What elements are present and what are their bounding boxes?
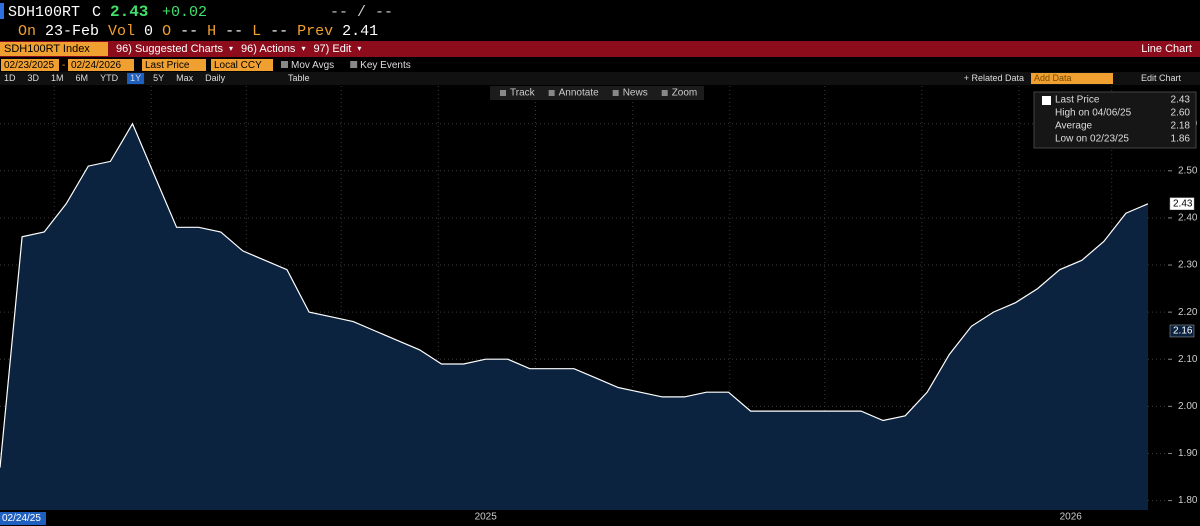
area [0, 123, 1148, 510]
quote-label: Prev [297, 23, 333, 40]
legend-label: Average [1055, 121, 1093, 132]
menu-item[interactable]: 96) Suggested Charts [116, 43, 224, 55]
period-active [127, 73, 145, 84]
legend-value: 1.86 [1171, 134, 1191, 145]
period[interactable]: 5Y [153, 73, 164, 83]
price-marker: 2.16 [1173, 326, 1193, 337]
period[interactable]: 3D [28, 73, 40, 83]
quote-value: -- [225, 23, 243, 40]
menu-caret: ▾ [301, 44, 305, 53]
tool-icon [612, 90, 619, 96]
tool[interactable]: Zoom [672, 88, 698, 99]
currency[interactable]: Local CCY [214, 60, 262, 71]
date-sep: - [62, 60, 65, 71]
tool-icon [500, 90, 506, 96]
tool[interactable]: Track [510, 88, 536, 99]
toggle-check [350, 61, 358, 68]
tool-icon [548, 90, 555, 96]
toggle-check [281, 61, 288, 68]
menu-caret: ▾ [357, 44, 361, 53]
start-date-box [1, 59, 59, 71]
quote-label: On [18, 23, 36, 40]
y-tick-label: 2.40 [1178, 213, 1198, 224]
related-data[interactable]: + Related Data [964, 73, 1024, 83]
menu-caret: ▾ [229, 44, 233, 53]
toggle[interactable]: Mov Avgs [291, 60, 334, 71]
period-bar [0, 72, 1200, 85]
quote-value: -- [180, 23, 198, 40]
menu-item[interactable]: 97) Edit [313, 43, 351, 55]
start-label: 02/24/25 [2, 513, 41, 524]
y-tick-label: 2.20 [1178, 307, 1198, 318]
legend-label: High on 04/06/25 [1055, 108, 1132, 119]
legend-value: 2.43 [1171, 95, 1191, 106]
period[interactable]: 1Y [130, 73, 141, 83]
end-date-box [68, 59, 134, 71]
legend-label: Low on 02/23/25 [1055, 134, 1129, 145]
start-date[interactable]: 02/23/2025 [4, 60, 54, 71]
price: 2.43 [110, 3, 148, 21]
ticker-marker [0, 3, 4, 19]
y-tick-label: 2.30 [1178, 260, 1198, 271]
year-label: 2025 [475, 512, 498, 523]
y-tick-label: 2.10 [1178, 354, 1198, 365]
legend-box [1033, 91, 1197, 149]
period[interactable]: YTD [100, 73, 119, 83]
period[interactable]: 6M [76, 73, 89, 83]
price-marker: 2.43 [1173, 198, 1193, 209]
legend-swatch [1042, 96, 1051, 105]
period[interactable]: 1M [51, 73, 64, 83]
currency-box [211, 59, 273, 71]
menu-bar [0, 41, 1200, 57]
year-label: 2026 [1060, 512, 1083, 523]
quote-label: L [252, 23, 261, 40]
legend-value: 2.60 [1171, 108, 1191, 119]
legend-label: Last Price [1055, 95, 1100, 106]
field[interactable]: Last Price [145, 60, 190, 71]
y-tick-label: 2.00 [1178, 401, 1198, 412]
security-box [0, 42, 108, 56]
quote-value: 23-Feb [45, 23, 99, 40]
quote-label: O [162, 23, 171, 40]
chart-type[interactable]: Line Chart [1141, 43, 1192, 55]
ticker: SDH100RT [8, 4, 80, 21]
quote-label: H [207, 23, 216, 40]
price-marker-box [1169, 197, 1195, 211]
tool-icon [661, 90, 668, 96]
quote-value: -- [270, 23, 288, 40]
period[interactable]: 1D [4, 73, 16, 83]
legend-value: 2.18 [1171, 121, 1191, 132]
y-tick-label: 1.90 [1178, 448, 1198, 459]
quote-value: 2.41 [342, 23, 378, 40]
y-tick-label: 2.50 [1178, 165, 1198, 176]
toggle[interactable]: Key Events [360, 60, 411, 71]
field-box [142, 59, 206, 71]
bid-ask: -- / -- [330, 4, 393, 21]
end-date[interactable]: 02/24/2026 [71, 60, 121, 71]
change: +0.02 [162, 4, 207, 21]
tool-bar [490, 86, 704, 100]
tool[interactable]: News [623, 88, 648, 99]
tool[interactable]: Annotate [559, 88, 599, 99]
line [0, 122, 1149, 468]
table[interactable]: Table [288, 73, 310, 83]
edit-chart[interactable]: Edit Chart [1141, 73, 1182, 83]
add-data-box [1031, 73, 1113, 84]
quote-label: Vol [108, 23, 135, 40]
price-marker-box [1169, 324, 1195, 338]
frequency[interactable]: Daily [205, 73, 226, 83]
flag: C [92, 4, 101, 21]
period[interactable]: Max [176, 73, 194, 83]
add-data[interactable]: Add Data [1034, 73, 1072, 83]
quote-value: 0 [144, 23, 153, 40]
menu-item[interactable]: 96) Actions [241, 43, 296, 55]
y-tick-label: 1.80 [1178, 495, 1198, 506]
security[interactable]: SDH100RT Index [4, 43, 90, 55]
start-label-box [0, 512, 46, 525]
